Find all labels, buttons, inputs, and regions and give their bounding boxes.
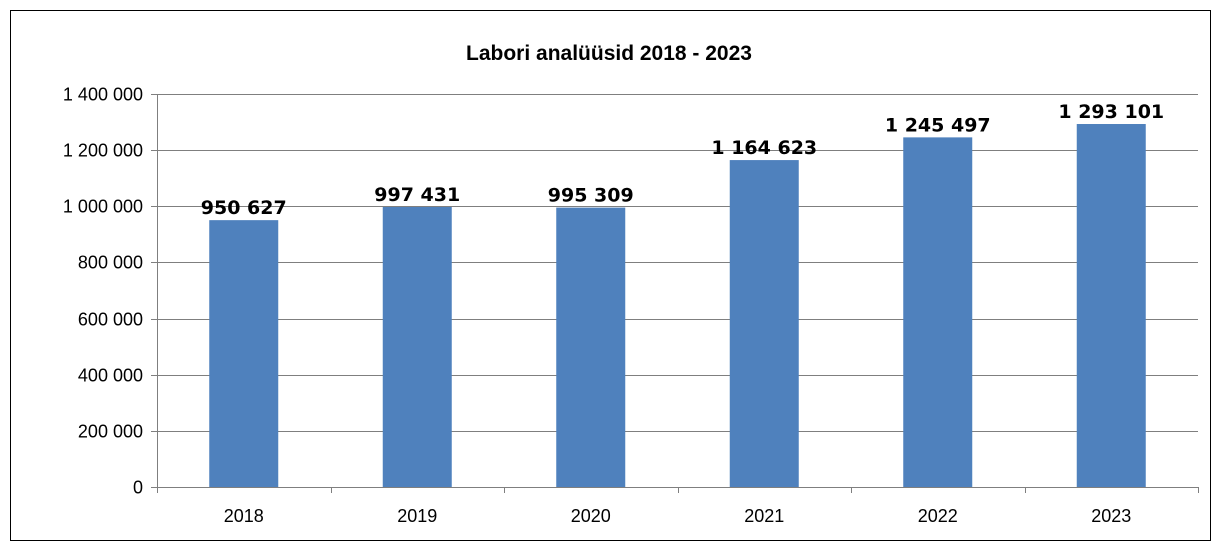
bar-2022	[903, 137, 973, 487]
y-tick-label: 0	[133, 478, 143, 498]
y-tick-label: 1 200 000	[63, 141, 143, 161]
x-tick-label: 2019	[397, 506, 437, 526]
x-tick-label: 2023	[1091, 506, 1131, 526]
data-label: 997 431	[374, 184, 460, 206]
bar-2023	[1076, 124, 1146, 487]
y-tick-label: 800 000	[78, 253, 143, 273]
bar-2021	[729, 160, 799, 488]
data-label: 995 309	[548, 185, 634, 207]
y-tick-label: 200 000	[78, 422, 143, 442]
y-tick-label: 1 400 000	[63, 85, 143, 105]
bar-chart: Labori analüüsid 2018 - 2023 0 200 000 400…	[63, 42, 1199, 526]
bar-2020	[556, 207, 626, 487]
bar-2018	[209, 220, 279, 487]
bar-2019	[382, 207, 452, 487]
data-label: 1 164 623	[711, 137, 817, 159]
chart-title: Labori analüüsid 2018 - 2023	[466, 42, 752, 65]
data-label: 1 245 497	[885, 114, 991, 136]
x-tick-label: 2020	[571, 506, 611, 526]
data-label: 1 293 101	[1058, 101, 1164, 123]
x-tick-label: 2018	[224, 506, 264, 526]
y-tick-label: 600 000	[78, 310, 143, 330]
x-tick-label: 2021	[744, 506, 784, 526]
chart-frame: Labori analüüsid 2018 - 2023 0 200 000 400…	[10, 10, 1211, 541]
y-tick-label: 1 000 000	[63, 197, 143, 217]
x-tick-label: 2022	[918, 506, 958, 526]
data-label: 950 627	[201, 197, 287, 219]
y-tick-label: 400 000	[78, 366, 143, 386]
